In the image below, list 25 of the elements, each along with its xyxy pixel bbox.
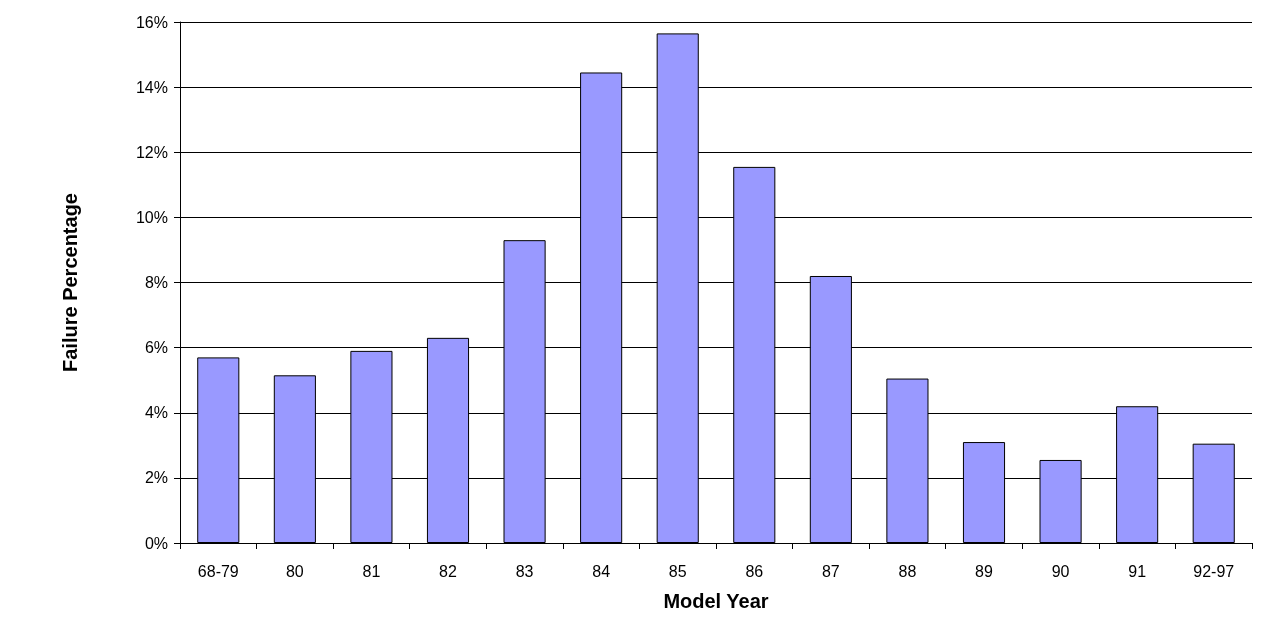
x-tick-label: 81 [362,562,381,580]
x-tick-label: 87 [821,562,840,580]
y-tick-label: 10% [135,208,168,226]
x-tick-label: 84 [592,562,611,580]
y-tick-label: 4% [144,404,168,422]
x-tick-label: 80 [285,562,304,580]
y-tick-label: 2% [144,469,168,487]
x-tick-label: 92-97 [1193,562,1235,580]
y-tick-label: 6% [144,339,168,357]
y-axis-title: Failure Percentage [59,193,81,372]
x-tick-label: 83 [515,562,534,580]
x-tick-label: 86 [745,562,764,580]
y-tick-label: 12% [135,143,168,161]
x-axis-title: Model Year [663,590,769,612]
x-tick-label: 82 [439,562,457,580]
y-tick-label: 8% [144,274,168,291]
x-tick-label: 85 [668,562,687,580]
x-tick-label: 68-79 [197,562,239,580]
x-tick-label: 88 [898,562,917,580]
y-tick-label: 16% [135,13,168,31]
x-tick-label: 91 [1128,562,1147,580]
y-tick-label: 0% [144,534,168,552]
x-tick-label: 89 [975,562,993,580]
y-tick-label: 14% [135,78,168,96]
x-tick-label: 90 [1051,562,1070,580]
